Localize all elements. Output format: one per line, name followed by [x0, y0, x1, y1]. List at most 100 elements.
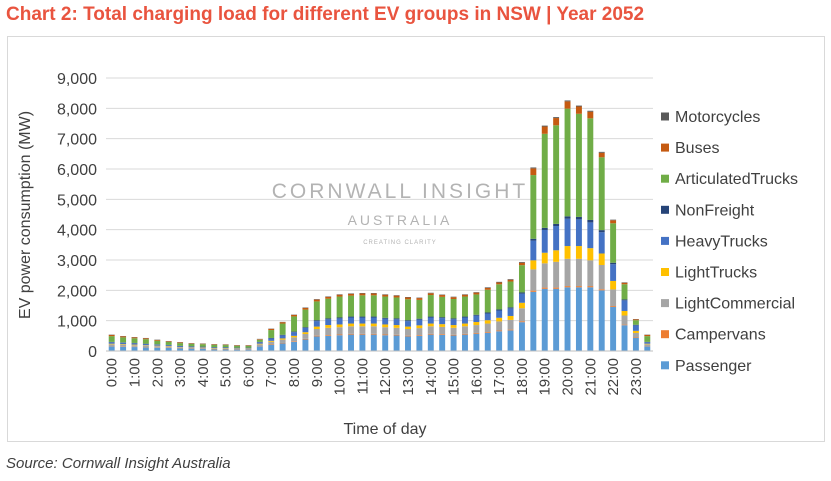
bar-segment-non-freight: [507, 307, 514, 309]
bar-segment-passenger: [450, 335, 457, 351]
bar-segment-articulated-trucks: [644, 336, 651, 342]
x-tick-label: 23:00: [628, 358, 645, 396]
bar-segment-non-freight: [575, 216, 582, 220]
bar-segment-non-freight: [348, 316, 354, 318]
bar-segment-buses: [313, 299, 320, 302]
bar-segment-heavy-trucks: [291, 332, 297, 336]
bar-segment-heavy-trucks: [393, 319, 400, 326]
bar-stack: [359, 293, 366, 351]
bar-stack: [564, 100, 571, 351]
bar-segment-articulated-trucks: [530, 175, 537, 239]
bar-segment-motorcycles: [598, 151, 605, 153]
legend-label: NonFreight: [675, 202, 755, 219]
bar-segment-passenger: [336, 335, 343, 351]
bar-segment-motorcycles: [484, 287, 491, 288]
bar-stack: [165, 340, 172, 351]
bar-segment-articulated-trucks: [496, 284, 503, 310]
watermark-line1: CORNWALL INSIGHT: [272, 180, 528, 203]
bar-segment-campervans: [359, 333, 366, 335]
bar-segment-heavy-trucks: [245, 347, 252, 349]
bar-segment-buses: [427, 293, 434, 296]
bar-segment-light-commercial: [348, 326, 354, 334]
bar-segment-motorcycles: [610, 219, 617, 221]
bar-segment-light-trucks: [473, 322, 480, 326]
chart-title: Chart 2: Total charging load for differe…: [6, 4, 645, 25]
bar-segment-buses: [530, 168, 537, 176]
bar-stack: [507, 279, 514, 351]
legend-item-buses: Buses: [661, 140, 719, 157]
bar-segment-motorcycles: [564, 100, 571, 102]
bar-segment-light-commercial: [621, 315, 628, 325]
bar-segment-buses: [507, 279, 514, 282]
bar-segment-campervans: [587, 286, 594, 288]
bar-segment-articulated-trucks: [131, 338, 138, 343]
bar-segment-light-trucks: [427, 323, 434, 327]
bar-segment-light-trucks: [530, 260, 537, 270]
bar-segment-non-freight: [393, 318, 400, 320]
bar-segment-light-trucks: [553, 250, 560, 262]
bar-segment-light-trucks: [632, 330, 639, 333]
bar-segment-light-commercial: [142, 345, 149, 348]
y-tick-label: 0: [88, 344, 97, 361]
bar-segment-heavy-trucks: [518, 293, 525, 303]
bar-segment-passenger: [370, 334, 377, 351]
bar-segment-light-trucks: [108, 343, 115, 345]
x-tick-label: 17:00: [491, 358, 508, 396]
bar-segment-articulated-trucks: [484, 289, 491, 313]
bar-segment-buses: [256, 339, 263, 340]
bar-segment-passenger: [382, 335, 389, 351]
bar-segment-heavy-trucks: [177, 346, 184, 347]
bar-segment-buses: [154, 339, 161, 341]
x-axis-ticks: 0:00 1:00 2:00 3:00 4:00 5:00 6:00 7:00 8:00 9:00…: [104, 358, 645, 396]
bar-stack: [142, 337, 149, 351]
bar-stack: [108, 334, 115, 351]
bar-segment-heavy-trucks: [427, 317, 434, 324]
bar-segment-light-commercial: [450, 327, 457, 335]
bar-segment-buses: [131, 337, 138, 339]
bar-segment-articulated-trucks: [268, 330, 275, 338]
bar-stack: [632, 319, 639, 351]
bar-stack: [302, 307, 309, 351]
bar-segment-light-trucks: [268, 340, 275, 342]
bar-segment-articulated-trucks: [291, 316, 297, 332]
bar-segment-heavy-trucks: [382, 318, 389, 325]
bar-segment-heavy-trucks: [575, 219, 582, 247]
bar-segment-heavy-trucks: [496, 310, 503, 318]
legend-swatch: [661, 268, 669, 276]
bar-segment-light-trucks: [382, 324, 389, 328]
bar-segment-light-commercial: [245, 348, 252, 350]
bar-segment-buses: [632, 319, 639, 321]
y-tick-label: 4,000: [57, 223, 97, 240]
bar-segment-light-commercial: [439, 326, 446, 335]
bar-segment-light-trucks: [336, 324, 343, 328]
x-tick-label: 13:00: [400, 358, 417, 396]
source-note: Source: Cornwall Insight Australia: [6, 455, 231, 472]
bar-segment-light-commercial: [325, 327, 332, 336]
bar-segment-buses: [382, 294, 389, 297]
bar-segment-passenger: [256, 346, 263, 351]
bar-segment-light-commercial: [393, 327, 400, 335]
bar-segment-campervans: [416, 335, 423, 336]
bar-segment-heavy-trucks: [416, 319, 423, 326]
bar-segment-articulated-trucks: [427, 295, 434, 317]
bar-segment-campervans: [507, 329, 514, 331]
bar-segment-light-trucks: [644, 343, 651, 345]
x-tick-label: 16:00: [468, 358, 485, 396]
bar-segment-articulated-trucks: [587, 118, 594, 220]
bar-segment-motorcycles: [541, 125, 548, 127]
bar-segment-heavy-trucks: [336, 318, 343, 325]
bar-segment-non-freight: [484, 312, 491, 314]
bar-segment-non-freight: [427, 316, 434, 318]
legend-label: LightTrucks: [675, 265, 757, 282]
bar-segment-motorcycles: [587, 110, 594, 112]
bar-stack: [427, 292, 434, 351]
bar-segment-heavy-trucks: [268, 338, 275, 341]
bar-segment-light-trucks: [450, 325, 457, 328]
bar-segment-heavy-trucks: [530, 240, 537, 261]
bar-segment-buses: [370, 293, 377, 296]
bar-stack: [484, 287, 491, 351]
bar-segment-buses: [393, 295, 400, 298]
bar-stack: [553, 117, 560, 351]
bar-segment-light-commercial: [598, 265, 605, 290]
bar-segment-campervans: [325, 335, 332, 336]
